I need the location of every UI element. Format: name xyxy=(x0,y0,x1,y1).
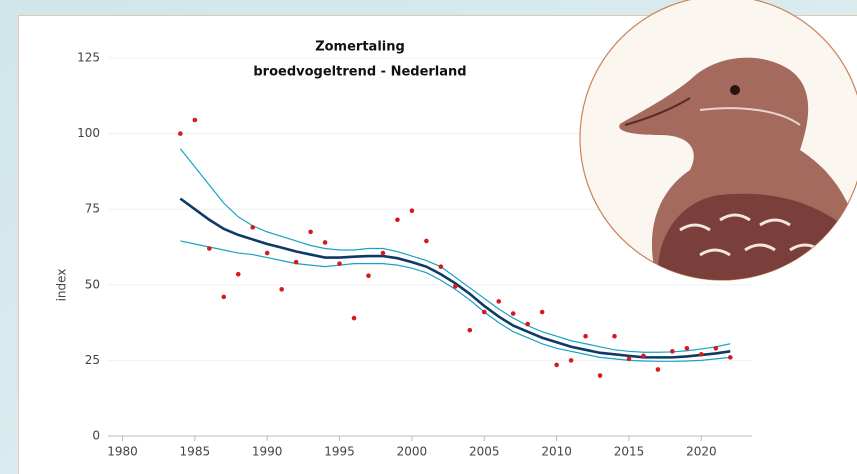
data-point xyxy=(568,358,574,363)
data-point xyxy=(554,362,559,368)
data-point xyxy=(279,287,284,292)
data-point xyxy=(626,356,632,362)
data-point xyxy=(207,246,212,251)
data-point xyxy=(178,131,183,136)
y-tick-label: 25 xyxy=(85,353,100,367)
chart-subtitle: broedvogeltrend - Nederland xyxy=(253,65,466,80)
data-point xyxy=(496,299,502,304)
data-point xyxy=(250,225,256,230)
data-point xyxy=(525,321,530,327)
data-point xyxy=(467,327,473,333)
data-point xyxy=(293,259,299,265)
data-point xyxy=(727,355,733,360)
data-point xyxy=(351,315,357,321)
y-tick-label: 100 xyxy=(77,126,100,140)
data-point xyxy=(221,294,227,300)
data-point xyxy=(641,353,646,359)
data-point xyxy=(655,367,661,372)
data-point xyxy=(539,309,545,315)
data-point xyxy=(308,229,313,235)
y-tick-label: 125 xyxy=(77,51,100,65)
data-point xyxy=(438,264,444,269)
chart-title: Zomertaling xyxy=(315,40,405,55)
data-point xyxy=(322,240,328,245)
data-point xyxy=(409,208,415,214)
x-tick-label: 2020 xyxy=(686,445,717,459)
x-tick-label: 2005 xyxy=(469,445,500,459)
trend-line xyxy=(179,197,731,359)
x-tick-label: 2000 xyxy=(397,445,428,459)
data-point xyxy=(337,261,342,266)
data-point xyxy=(264,250,270,256)
data-point xyxy=(424,238,429,244)
data-point xyxy=(612,333,617,339)
data-point xyxy=(583,333,588,339)
data-point xyxy=(481,309,487,315)
x-tick-label: 2015 xyxy=(614,445,645,459)
y-tick-label: 75 xyxy=(85,202,100,216)
data-point xyxy=(380,250,386,256)
duck-illustration xyxy=(579,0,857,281)
x-tick-label: 1980 xyxy=(107,445,138,459)
x-tick-label: 2010 xyxy=(541,445,572,459)
data-point xyxy=(192,117,198,123)
trend-line xyxy=(179,148,731,353)
trend-line xyxy=(180,240,731,362)
data-point xyxy=(366,273,371,279)
data-point xyxy=(395,217,400,223)
y-tick-label: 0 xyxy=(92,429,100,443)
plot-area: 0 25 50 75 100 125 1980 1985 1990 1995 2000 2005 201… xyxy=(77,51,752,459)
data-point xyxy=(699,352,704,357)
data-point xyxy=(670,349,675,354)
data-point xyxy=(597,373,603,378)
y-tick-label: 50 xyxy=(85,277,100,291)
data-point xyxy=(510,311,516,316)
x-tick-label: 1990 xyxy=(252,445,283,459)
x-tick-label: 1985 xyxy=(180,445,211,459)
data-point xyxy=(235,271,241,277)
y-axis-label: index xyxy=(55,269,69,302)
data-point xyxy=(684,346,690,351)
data-point xyxy=(713,346,719,351)
x-tick-label: 1995 xyxy=(324,445,355,459)
data-point xyxy=(453,284,458,289)
